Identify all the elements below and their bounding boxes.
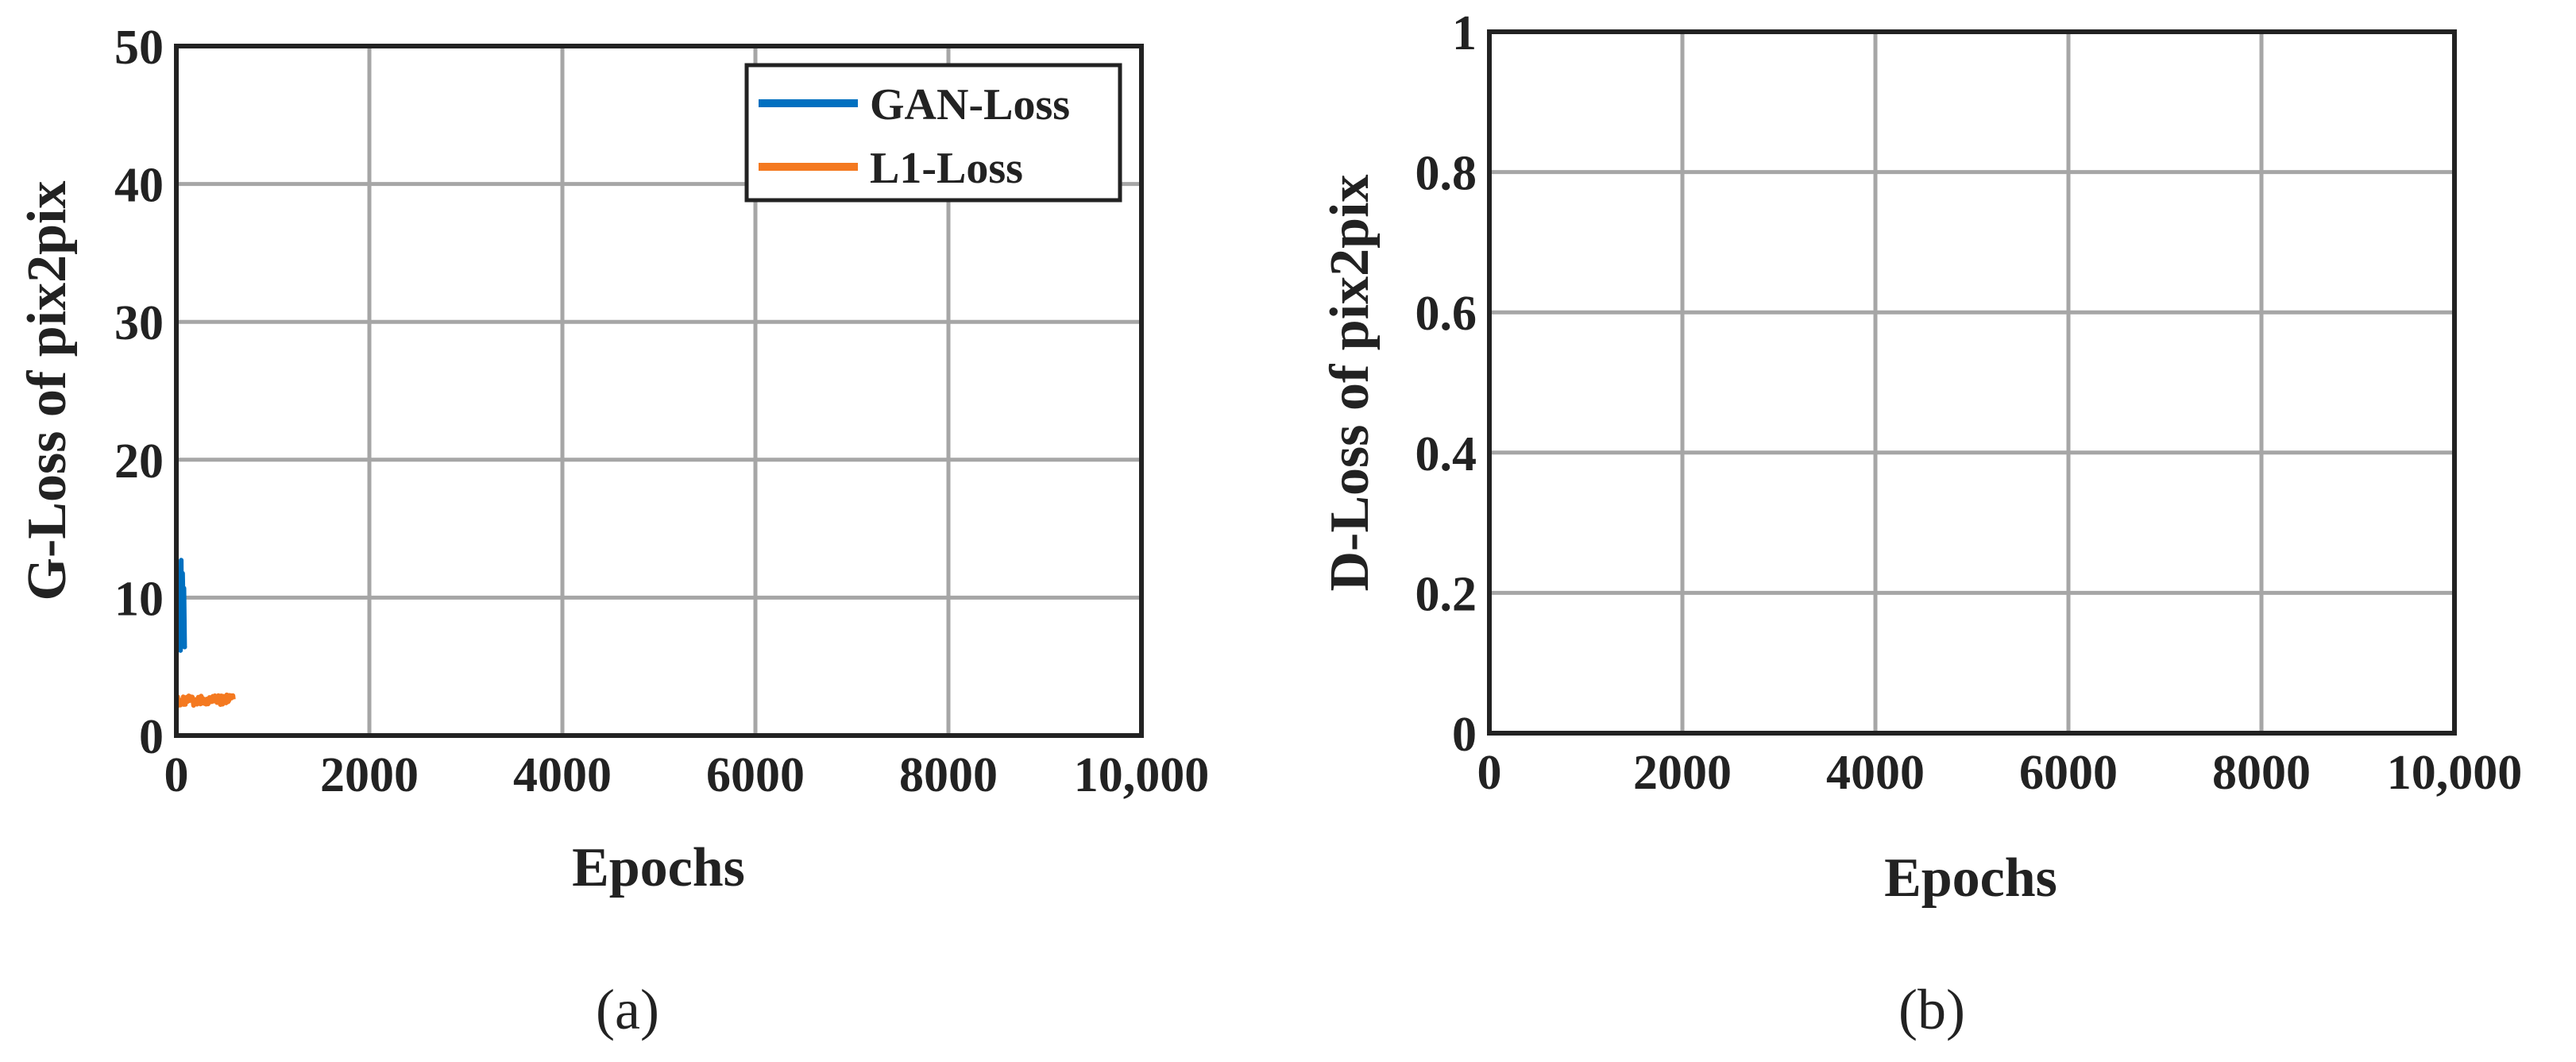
y-tick-labels-a: 0 10 20 30 40 50: [114, 21, 164, 764]
caption-a: (a): [596, 978, 659, 1041]
y-tick-label: 50: [114, 21, 164, 75]
y-tick-label: 30: [114, 296, 164, 350]
x-tick-labels-b: 0 2000 4000 6000 8000 10,000: [1477, 746, 2523, 800]
y-tick-label: 0: [139, 710, 164, 764]
x-tick-label: 2000: [320, 748, 419, 802]
y-tick-label: 0: [1452, 708, 1477, 762]
x-tick-label: 6000: [706, 748, 805, 802]
x-tick-labels-a: 0 2000 4000 6000 8000 10,000: [164, 748, 1210, 802]
x-tick-label: 0: [1477, 746, 1502, 800]
y-tick-label: 1: [1452, 6, 1477, 60]
axes-frame-b: [1487, 29, 2457, 736]
y-axis-title-a: G-Loss of pix2pix: [17, 181, 78, 601]
y-tick-label: 20: [114, 434, 164, 489]
x-tick-label: 10,000: [1074, 748, 1210, 802]
y-axis-title-b: D-Loss of pix2pix: [1319, 174, 1381, 591]
panel-b: 0 2000 4000 6000 8000 10,000 0 0.2 0.4 0.6 0.8 1 E…: [1319, 6, 2522, 1041]
legend-a: GAN-Loss L1-Loss: [744, 63, 1122, 203]
y-tick-labels-b: 0 0.2 0.4 0.6 0.8 1: [1415, 6, 1477, 762]
y-tick-label: 40: [114, 159, 164, 213]
panel-a: 0 2000 4000 6000 8000 10,000 0 10 20 30 40 50 Epoc…: [17, 21, 1209, 1041]
x-tick-label: 8000: [899, 748, 998, 802]
x-tick-label: 4000: [1826, 746, 1925, 800]
y-tick-label: 0.2: [1415, 567, 1477, 621]
y-tick-label: 0.6: [1415, 287, 1477, 341]
legend-label-gan-loss: GAN-Loss: [870, 80, 1070, 129]
x-tick-label: 0: [164, 748, 189, 802]
y-tick-label: 0.4: [1415, 427, 1477, 481]
x-axis-title-b: Epochs: [1884, 848, 2057, 909]
x-axis-title-a: Epochs: [572, 837, 745, 898]
x-tick-label: 6000: [2019, 746, 2118, 800]
legend-box: [744, 63, 1122, 203]
y-tick-label: 0.8: [1415, 147, 1477, 201]
series-line-l1-loss: [174, 692, 236, 709]
x-tick-label: 4000: [513, 748, 612, 802]
x-tick-label: 8000: [2212, 746, 2311, 800]
legend-label-l1-loss: L1-Loss: [870, 144, 1023, 193]
caption-b: (b): [1898, 978, 1965, 1041]
x-tick-label: 2000: [1633, 746, 1732, 800]
y-tick-label: 10: [114, 572, 164, 626]
x-tick-label: 10,000: [2387, 746, 2523, 800]
axes-frame-a: [174, 44, 1144, 738]
